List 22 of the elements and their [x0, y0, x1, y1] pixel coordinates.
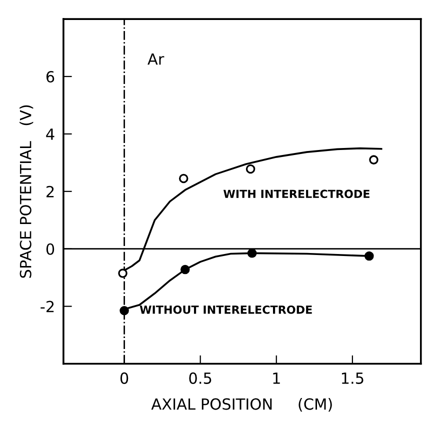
point	[369, 155, 378, 164]
y-tick-label: 4	[46, 128, 54, 140]
point	[178, 174, 188, 184]
x-tick-label: 0	[120, 372, 128, 384]
annotation: Ar	[148, 53, 164, 65]
x-tick-label: 0.5	[189, 372, 212, 384]
point	[364, 251, 374, 261]
y-tick-label: 2	[46, 186, 54, 198]
series-label: WITHOUT INTERELECTRODE	[140, 305, 312, 314]
x-tick-label: 1.5	[342, 372, 364, 384]
x-tick-label: 1	[273, 372, 280, 384]
y-axis-title: SPACE POTENTIAL (V)	[20, 105, 34, 278]
point	[246, 164, 256, 174]
y-tick-label: 6	[46, 70, 54, 83]
y-tick-label: 0	[46, 243, 54, 255]
point	[180, 264, 190, 274]
point	[247, 248, 257, 258]
x-axis-title: AXIAL POSITION (CM)	[151, 398, 332, 412]
point	[118, 268, 128, 278]
text: WITH INTERELECTRODE	[223, 190, 370, 198]
point	[120, 306, 129, 316]
y-tick-label: -2	[40, 300, 54, 312]
